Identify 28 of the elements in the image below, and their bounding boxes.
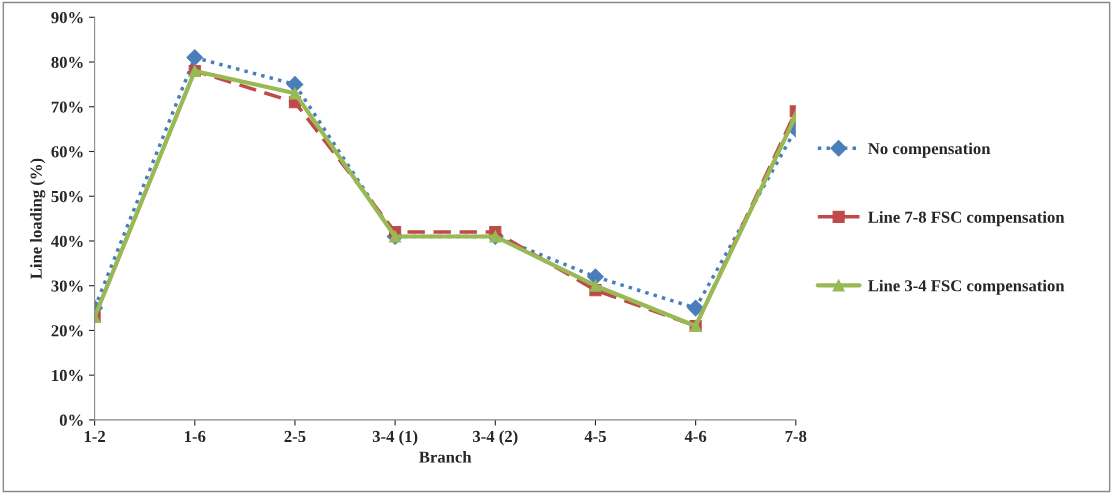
- point: [288, 87, 302, 100]
- x-tick-label: 1-6: [185, 430, 206, 443]
- x-axis-title: Branch: [419, 450, 472, 463]
- x-tick-label: 7-8: [785, 430, 807, 443]
- point: [186, 49, 204, 66]
- y-tick-label: 0%: [59, 414, 83, 426]
- y-tick-label: 30%: [51, 280, 83, 292]
- legend-label: No compensation: [868, 142, 991, 158]
- x-tick-label: 3-4 (2): [473, 430, 518, 446]
- y-tick-label: 20%: [51, 325, 83, 337]
- legend-label: Line 3-4 FSC compensation: [868, 279, 1065, 295]
- point: [286, 76, 304, 93]
- y-tick-label: 60%: [51, 146, 83, 158]
- x-tick-label: 3-4 (1): [372, 430, 418, 446]
- x-tick-label: 2-5: [284, 430, 306, 443]
- x-tick-label: 1-2: [84, 430, 105, 442]
- y-tick-label: 10%: [52, 369, 83, 382]
- x-tick-label: 4-6: [684, 430, 707, 443]
- x-tick-label: 4-5: [584, 430, 606, 443]
- legend-label: Line 7-8 FSC compensation: [868, 211, 1065, 227]
- y-tick-label: 70%: [51, 101, 83, 113]
- point: [687, 299, 704, 317]
- y-tick-label: 90%: [51, 11, 83, 24]
- point: [589, 279, 602, 292]
- y-tick-label: 80%: [51, 56, 83, 69]
- y-tick-label: 40%: [51, 235, 83, 247]
- y-axis-title: Line loading (%): [30, 158, 46, 279]
- y-tick-label: 50%: [51, 190, 83, 203]
